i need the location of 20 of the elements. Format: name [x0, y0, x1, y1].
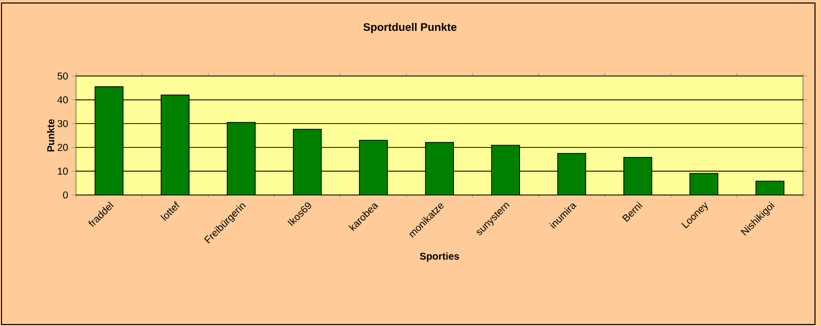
y-tick-label: 0	[63, 191, 68, 199]
bar	[160, 94, 190, 195]
y-tick-label: 30	[58, 120, 68, 128]
y-tick-label: 10	[58, 168, 68, 175]
bar	[94, 86, 124, 195]
bar	[689, 172, 718, 195]
bar	[557, 152, 586, 195]
bar	[623, 156, 652, 195]
bar	[226, 122, 256, 195]
bar	[359, 140, 388, 195]
bar	[425, 142, 454, 195]
y-tick-label: 50	[58, 72, 68, 80]
x-axis-title: Sporties	[420, 252, 460, 262]
y-tick-label: 40	[57, 96, 68, 104]
y-axis-title: Punkte	[46, 119, 54, 152]
bar	[756, 180, 784, 195]
bar	[292, 128, 322, 195]
y-tick-label: 20	[58, 144, 68, 151]
bar	[491, 144, 520, 195]
chart-title: Sportduell Punkte	[363, 22, 457, 34]
